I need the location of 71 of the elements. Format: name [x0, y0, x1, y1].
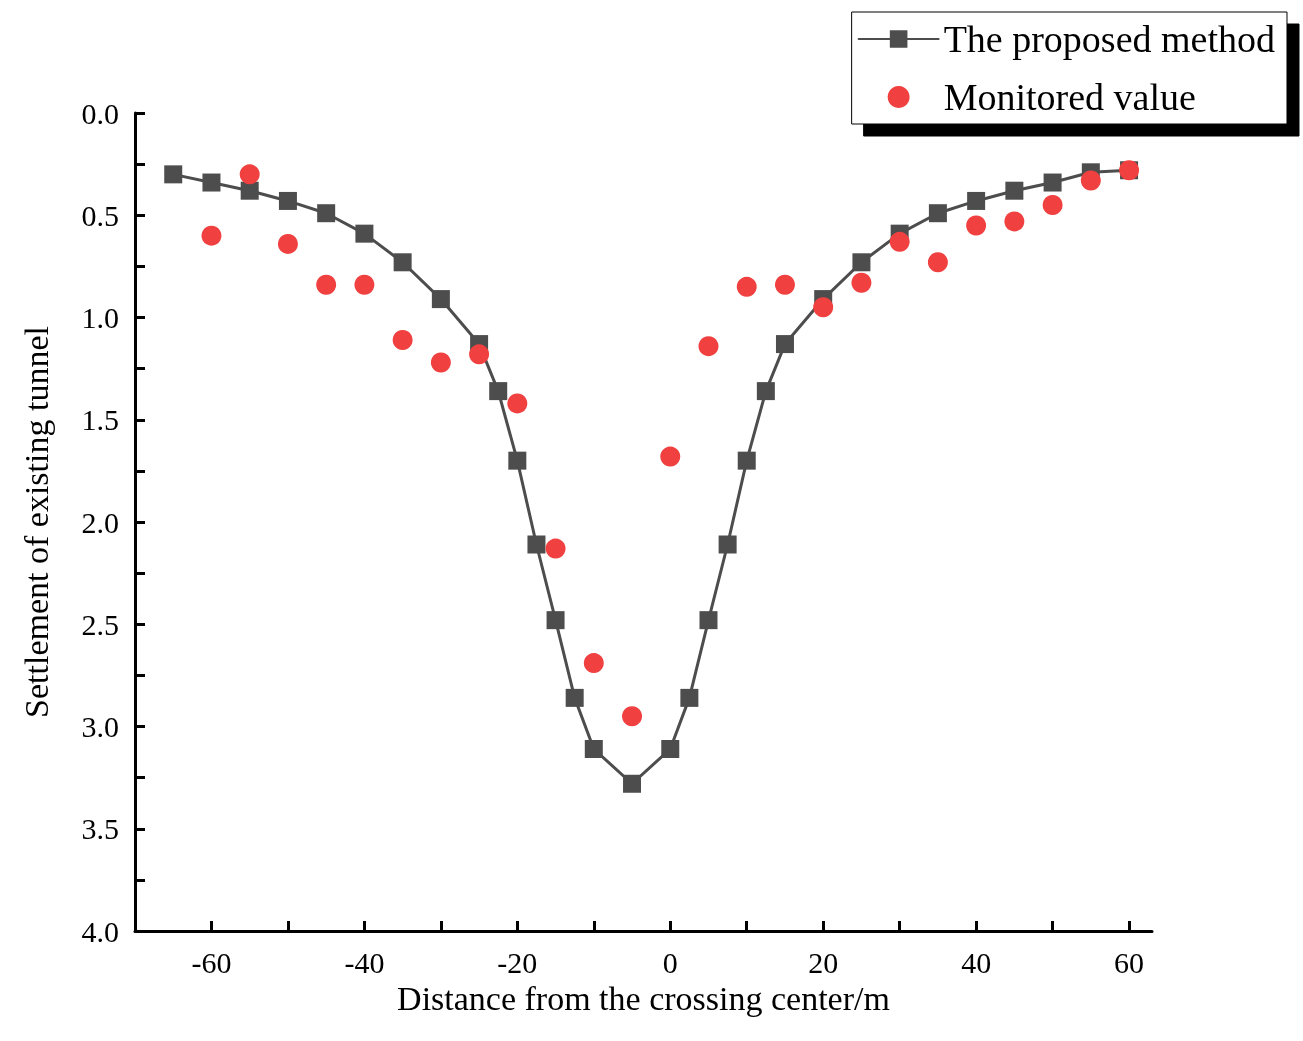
point	[623, 774, 642, 793]
y-tick-label: 1.0	[81, 301, 119, 334]
point	[354, 274, 375, 295]
point	[393, 253, 412, 272]
point	[527, 535, 546, 554]
point	[164, 165, 183, 184]
x-tick-label: 0	[662, 945, 678, 979]
point	[718, 535, 737, 554]
point	[430, 352, 451, 373]
y-tick-label: 0.0	[81, 96, 119, 130]
point	[584, 739, 603, 758]
point	[660, 446, 681, 467]
point	[507, 393, 528, 414]
point	[392, 330, 413, 350]
x-tick-label: 60	[1114, 945, 1145, 979]
x-tick-label: -20	[497, 945, 538, 979]
x-axis-title: Distance from the crossing center/m	[397, 980, 890, 1018]
y-tick-label: 2.0	[81, 505, 119, 539]
point	[737, 451, 756, 470]
point	[775, 335, 794, 354]
y-tick-label: 1.5	[81, 403, 119, 437]
point	[1005, 181, 1024, 200]
legend-label: The proposed method	[943, 18, 1276, 60]
x-tick-label: -60	[191, 945, 232, 979]
point	[317, 204, 336, 223]
point	[508, 451, 527, 470]
y-tick-label: 3.5	[81, 812, 119, 846]
point	[756, 382, 775, 401]
point	[583, 653, 604, 674]
point	[622, 706, 643, 727]
y-tick-label: 3.0	[81, 710, 119, 743]
point	[736, 276, 757, 297]
point	[927, 252, 948, 273]
point	[240, 181, 259, 200]
x-tick-label: -40	[344, 945, 385, 979]
point	[1043, 173, 1062, 192]
point	[202, 173, 221, 192]
x-tick-label: 20	[808, 945, 839, 979]
point	[1004, 211, 1025, 232]
point	[774, 274, 795, 295]
point	[1080, 170, 1101, 191]
y-tick-label: 2.5	[81, 607, 119, 641]
y-axis-title: Settlement of existing tunnel	[17, 326, 55, 718]
point	[852, 253, 871, 272]
point	[489, 382, 508, 401]
point	[1042, 195, 1063, 216]
point	[928, 204, 947, 223]
point	[431, 290, 450, 309]
point	[813, 297, 834, 318]
point	[469, 344, 490, 365]
point	[278, 191, 297, 210]
point	[545, 538, 566, 559]
x-tick-label: 40	[961, 945, 992, 979]
point	[889, 231, 910, 252]
point	[277, 233, 298, 254]
point	[565, 688, 584, 707]
point	[851, 272, 872, 293]
point	[966, 215, 987, 236]
y-tick-label: 4.0	[81, 914, 119, 948]
point	[661, 739, 680, 758]
y-tick-label: 0.5	[81, 198, 119, 232]
point	[967, 191, 986, 210]
point	[239, 164, 260, 185]
legend-label: Monitored value	[943, 76, 1196, 118]
point	[699, 611, 718, 630]
point	[546, 611, 565, 630]
point	[680, 688, 699, 707]
point	[698, 336, 719, 357]
point	[355, 224, 374, 243]
point	[201, 225, 222, 246]
point	[316, 274, 337, 295]
